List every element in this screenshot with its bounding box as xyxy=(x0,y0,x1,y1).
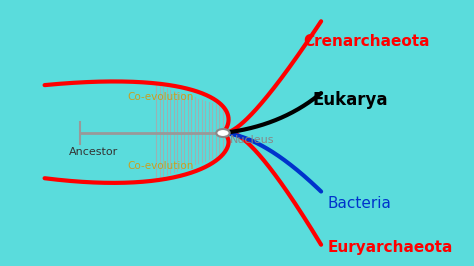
Text: Bacteria: Bacteria xyxy=(328,196,392,211)
Text: Co-evolution: Co-evolution xyxy=(127,161,193,171)
Text: Crenarchaeota: Crenarchaeota xyxy=(303,34,430,49)
Text: Euryarchaeota: Euryarchaeota xyxy=(328,240,453,255)
Text: Co-evolution: Co-evolution xyxy=(127,92,193,102)
Text: Nucleus: Nucleus xyxy=(230,135,274,145)
Text: Eukarya: Eukarya xyxy=(312,91,388,109)
Text: Ancestor: Ancestor xyxy=(69,147,118,157)
Circle shape xyxy=(216,129,230,137)
